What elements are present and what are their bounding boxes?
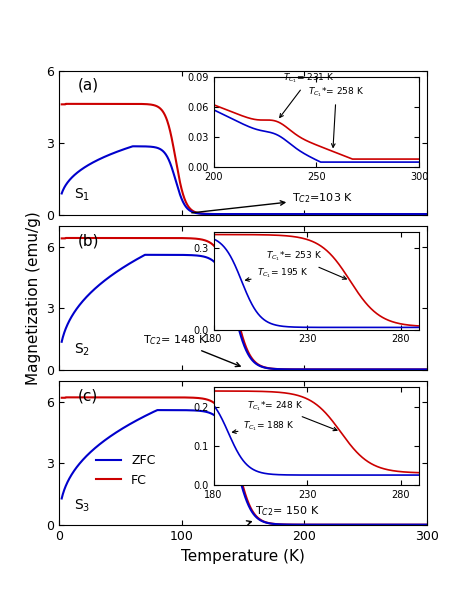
Text: T$_{C2}$=103 K: T$_{C2}$=103 K	[192, 191, 353, 213]
Text: S$_3$: S$_3$	[74, 497, 90, 514]
Text: S$_2$: S$_2$	[74, 342, 90, 358]
Text: (b): (b)	[78, 233, 99, 248]
Text: (c): (c)	[78, 389, 98, 404]
Text: T$_{C2}$= 150 K: T$_{C2}$= 150 K	[246, 504, 320, 525]
Text: S$_1$: S$_1$	[74, 186, 90, 203]
Text: T$_{C2}$= 148 K: T$_{C2}$= 148 K	[143, 333, 240, 366]
Text: (a): (a)	[78, 78, 99, 93]
Y-axis label: Magnetization (emu/g): Magnetization (emu/g)	[26, 211, 41, 385]
Legend: ZFC, FC: ZFC, FC	[91, 450, 161, 491]
X-axis label: Temperature (K): Temperature (K)	[181, 549, 305, 563]
